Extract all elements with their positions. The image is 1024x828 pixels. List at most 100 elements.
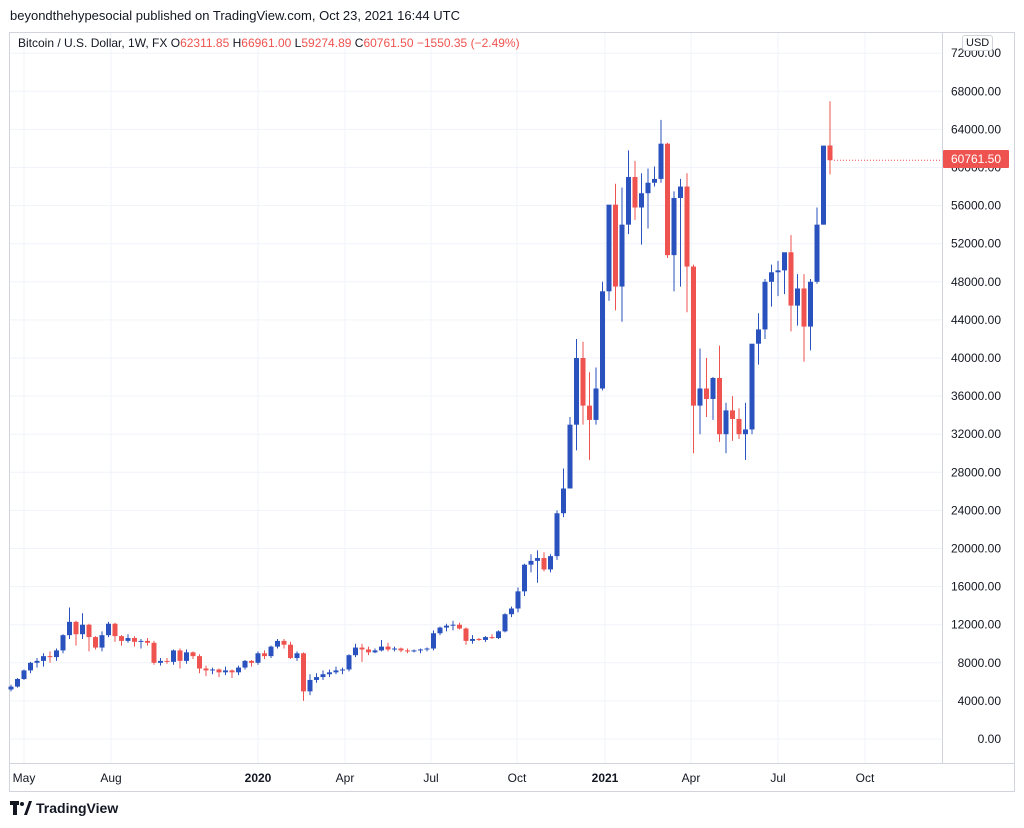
price-axis[interactable] bbox=[943, 32, 1015, 764]
candle-body bbox=[561, 488, 566, 514]
candle-body bbox=[697, 388, 703, 406]
candle-body bbox=[489, 637, 495, 639]
candle-body bbox=[593, 388, 599, 420]
candle-body bbox=[574, 358, 579, 425]
candle-body bbox=[775, 270, 781, 273]
candle-body bbox=[288, 644, 293, 659]
change-value: −1550.35 (−2.49%) bbox=[416, 36, 520, 50]
time-axis[interactable] bbox=[9, 764, 1015, 792]
candle-body bbox=[678, 186, 683, 198]
price-tick-label: 40000.00 bbox=[951, 351, 1001, 365]
candle-body bbox=[782, 252, 787, 271]
price-tick-label: 56000.00 bbox=[951, 199, 1001, 213]
chart-pane[interactable] bbox=[9, 32, 943, 764]
tradingview-logo-icon bbox=[10, 801, 32, 815]
candle-body bbox=[93, 637, 98, 648]
candle-body bbox=[255, 653, 261, 663]
price-tick-label: 32000.00 bbox=[951, 427, 1001, 441]
candle-body bbox=[528, 560, 534, 565]
price-tick-label: 4000.00 bbox=[958, 694, 1002, 708]
candle-body bbox=[158, 660, 163, 663]
candle-body bbox=[41, 656, 46, 661]
candle-body bbox=[112, 623, 118, 637]
candle-body bbox=[229, 670, 235, 673]
candle-body bbox=[450, 624, 456, 626]
candle-body bbox=[281, 640, 287, 645]
candle-body bbox=[314, 677, 319, 680]
candle-body bbox=[743, 429, 748, 435]
candle-body bbox=[808, 281, 813, 327]
symbol-label[interactable]: Bitcoin / U.S. Dollar, 1W, FX bbox=[18, 36, 168, 50]
time-tick-label: Apr bbox=[336, 771, 355, 785]
candle-body bbox=[671, 197, 677, 256]
candle-body bbox=[34, 660, 40, 663]
candle-body bbox=[762, 281, 768, 330]
candle-body bbox=[301, 653, 306, 692]
candle-body bbox=[86, 624, 92, 638]
candle-body bbox=[164, 660, 170, 662]
candle-body bbox=[385, 646, 391, 650]
price-tick-label: 24000.00 bbox=[951, 503, 1001, 517]
candle-body bbox=[652, 178, 657, 183]
price-tick-label: 16000.00 bbox=[951, 580, 1001, 594]
candle-body bbox=[366, 649, 371, 653]
candle-body bbox=[704, 388, 709, 399]
candle-body bbox=[60, 635, 66, 651]
tradingview-brand[interactable]: TradingView bbox=[10, 800, 118, 816]
candle-body bbox=[463, 628, 469, 641]
candle-body bbox=[665, 143, 670, 256]
price-tick-label: 28000.00 bbox=[951, 465, 1001, 479]
candle-body bbox=[554, 513, 560, 557]
candle-body bbox=[15, 678, 20, 687]
candle-body bbox=[795, 288, 800, 306]
candle-body bbox=[437, 627, 443, 634]
candle-body bbox=[567, 424, 573, 489]
close-value: 60761.50 bbox=[363, 36, 414, 50]
price-tick-label: 44000.00 bbox=[951, 313, 1001, 327]
time-tick-label: Oct bbox=[856, 771, 875, 785]
last-price-label: 60761.50 bbox=[943, 150, 1009, 168]
candle-body bbox=[197, 656, 202, 669]
candle-body bbox=[171, 650, 176, 662]
price-tick-label: 64000.00 bbox=[951, 122, 1001, 136]
candle-body bbox=[359, 647, 365, 650]
close-label: C bbox=[354, 36, 364, 50]
candle-body bbox=[249, 660, 254, 663]
candle-body bbox=[73, 621, 79, 635]
candle-body bbox=[515, 591, 521, 609]
candle-body bbox=[21, 670, 27, 679]
candle-body bbox=[411, 650, 417, 652]
candle-body bbox=[405, 650, 410, 652]
time-tick-label: Oct bbox=[508, 771, 527, 785]
candle-body bbox=[632, 177, 638, 208]
candle-body bbox=[353, 647, 358, 656]
brand-label: TradingView bbox=[36, 800, 119, 816]
candle-body bbox=[717, 378, 722, 435]
candle-body bbox=[541, 558, 547, 570]
candle-body bbox=[203, 668, 209, 671]
candle-body bbox=[223, 670, 228, 673]
candle-body bbox=[619, 224, 625, 287]
candle-body bbox=[320, 674, 326, 678]
candle-body bbox=[444, 625, 449, 628]
candle-body bbox=[294, 653, 300, 659]
candle-body bbox=[8, 686, 14, 690]
candle-body bbox=[418, 649, 423, 651]
candle-body bbox=[684, 186, 690, 267]
candle-body bbox=[372, 650, 378, 653]
candle-body bbox=[99, 635, 105, 648]
candle-body bbox=[548, 556, 553, 570]
price-tick-label: 0.00 bbox=[978, 732, 1002, 746]
candle-body bbox=[736, 418, 742, 435]
candle-body bbox=[613, 204, 618, 287]
price-tick-label: 68000.00 bbox=[951, 84, 1001, 98]
open-label: O bbox=[170, 36, 181, 50]
candle-body bbox=[457, 624, 462, 629]
currency-badge[interactable]: USD bbox=[962, 35, 994, 51]
candle-body bbox=[379, 646, 384, 651]
candle-body bbox=[275, 640, 280, 647]
candle-body bbox=[431, 633, 436, 649]
candle-body bbox=[307, 679, 313, 692]
candle-body bbox=[145, 640, 150, 643]
candle-body bbox=[476, 638, 482, 640]
